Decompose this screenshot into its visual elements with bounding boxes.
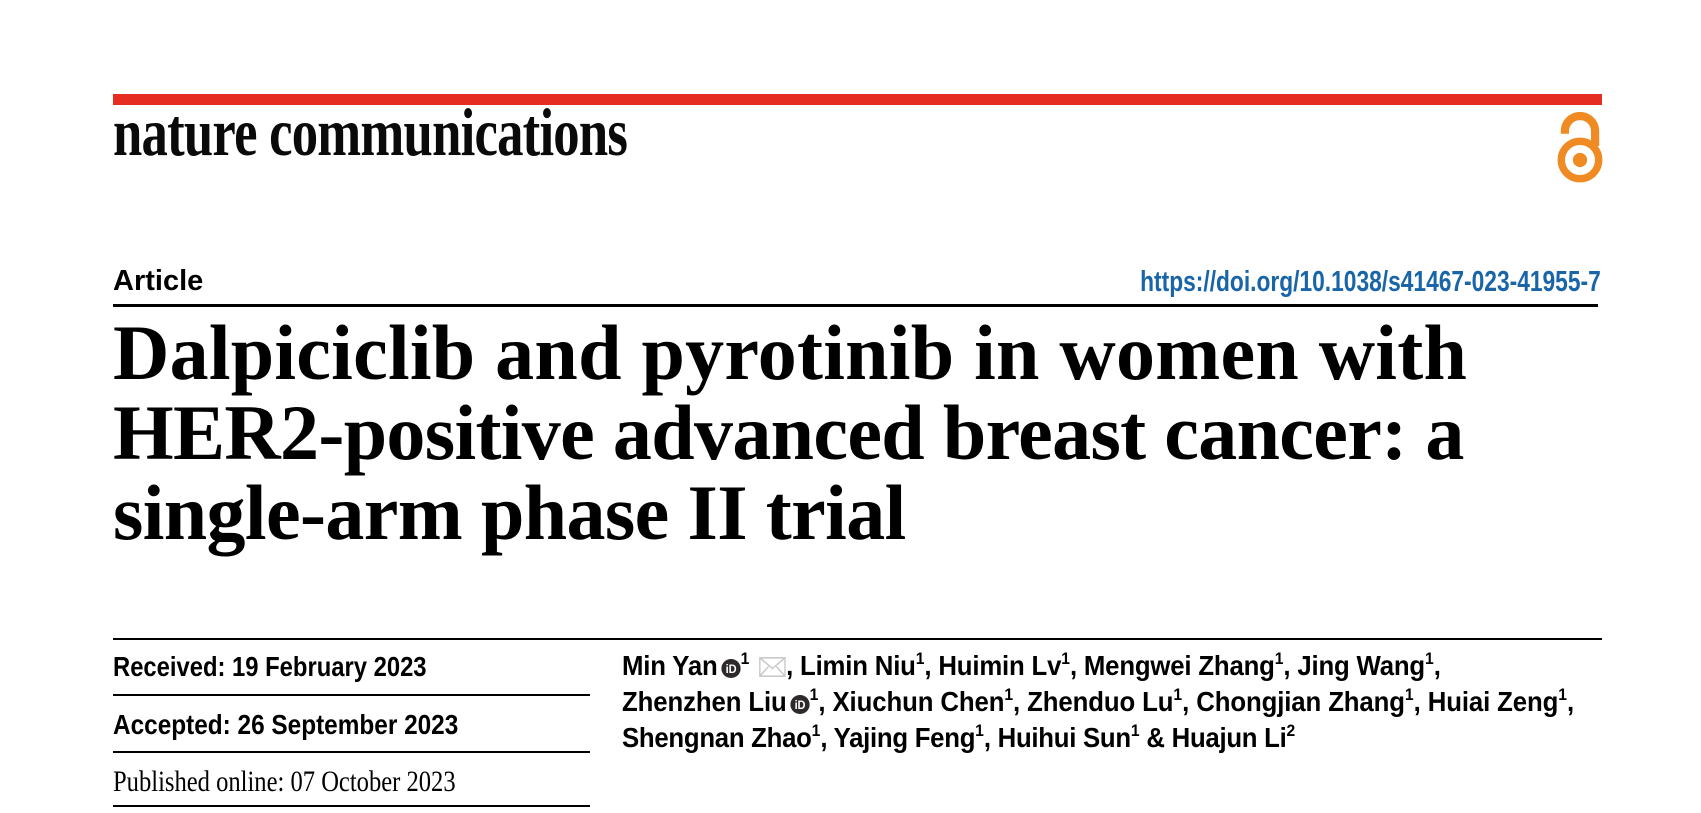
svg-text:iD: iD [726,664,737,676]
svg-text:iD: iD [795,699,806,711]
